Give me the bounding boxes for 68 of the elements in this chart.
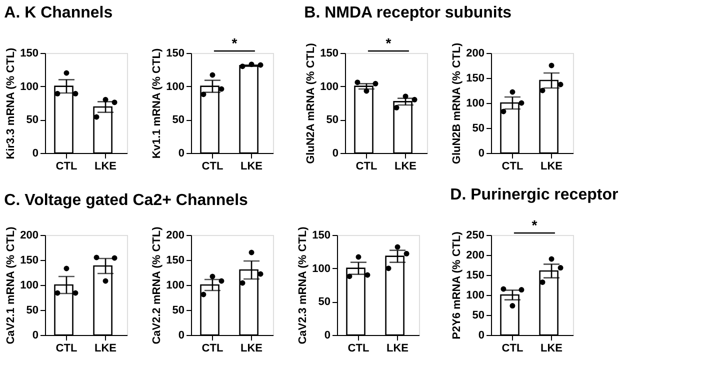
x-tick-label: CTL: [202, 160, 224, 172]
y-tick-label: 0: [178, 330, 184, 342]
text: *: [386, 35, 392, 51]
y-tick-label: 200: [166, 230, 184, 242]
y-tick-label: 100: [20, 80, 38, 93]
y-tick-label: 150: [166, 254, 184, 266]
y-axis-title: GluN2B mRNA (% CTL): [451, 42, 464, 164]
y-tick-label: 250: [466, 230, 484, 242]
y-tick-label: 100: [166, 280, 184, 292]
y-tick-label: 50: [472, 122, 484, 134]
y-tick-label: 150: [20, 48, 38, 60]
x-tick-label: LKE: [94, 342, 117, 354]
y-tick-label: 0: [32, 148, 38, 160]
y-tick-label: 150: [312, 230, 330, 242]
chart-title: A. K Channels: [4, 4, 113, 22]
x-tick-label: LKE: [394, 160, 417, 172]
x-tick-label: CTL: [502, 342, 524, 354]
y-axis-title: Kv1.1 mRNA (% CTL): [151, 48, 164, 159]
y-axis-title: CaV2.1 mRNA (% CTL): [5, 226, 18, 344]
y-tick-label: 0: [478, 330, 484, 342]
y-axis-title: P2Y6 mRNA (% CTL): [451, 231, 464, 340]
y-tick-label: 100: [466, 98, 484, 110]
chart-title: B. NMDA receptor subunits: [304, 4, 512, 22]
y-tick-label: 100: [466, 290, 484, 302]
y-tick-label: 200: [20, 230, 38, 242]
y-tick-label: 0: [32, 330, 38, 342]
chart-title: D. Purinergic receptor: [450, 186, 618, 204]
y-tick-label: 0: [324, 330, 330, 342]
x-tick-label: CTL: [502, 160, 524, 172]
y-tick-label: 50: [26, 114, 38, 126]
y-tick-label: 0: [332, 148, 338, 160]
y-tick-label: 200: [466, 48, 484, 60]
text: *: [232, 35, 238, 51]
y-axis-title: GluN2A mRNA (% CTL): [305, 42, 318, 164]
y-tick-label: 0: [178, 148, 184, 160]
y-tick-label: 150: [466, 72, 484, 84]
y-tick-label: 200: [466, 250, 484, 262]
x-tick-label: LKE: [540, 160, 563, 172]
x-tick-label: CTL: [56, 342, 78, 354]
x-tick-label: LKE: [386, 342, 409, 354]
y-tick-label: 50: [26, 304, 38, 316]
text: *: [532, 217, 538, 233]
x-tick-label: LKE: [540, 342, 563, 354]
y-axis-title: CaV2.3 mRNA (% CTL): [297, 226, 310, 344]
y-axis-title: Kir3.3 mRNA (% CTL): [5, 47, 18, 160]
x-tick-label: CTL: [56, 160, 78, 172]
y-tick-label: 50: [172, 304, 184, 316]
y-tick-label: 150: [466, 270, 484, 282]
y-axis-title: CaV2.2 mRNA (% CTL): [151, 226, 164, 344]
y-tick-label: 50: [472, 310, 484, 322]
y-tick-label: 150: [320, 48, 338, 60]
y-tick-label: 100: [312, 262, 330, 275]
y-tick-label: 50: [172, 114, 184, 126]
y-tick-label: 150: [166, 48, 184, 60]
y-tick-label: 50: [318, 296, 330, 308]
x-tick-label: CTL: [356, 160, 378, 172]
y-tick-label: 0: [478, 148, 484, 160]
y-tick-label: 100: [166, 80, 184, 93]
x-tick-label: LKE: [240, 342, 263, 354]
y-tick-label: 100: [20, 280, 38, 292]
x-tick-label: CTL: [348, 342, 370, 354]
x-tick-label: LKE: [94, 160, 117, 172]
y-tick-label: 50: [326, 114, 338, 126]
y-tick-label: 150: [20, 254, 38, 266]
chart-title: C. Voltage gated Ca2+ Channels: [4, 192, 248, 209]
y-tick-label: 100: [320, 80, 338, 93]
x-tick-label: CTL: [202, 342, 224, 354]
x-tick-label: LKE: [240, 160, 263, 172]
